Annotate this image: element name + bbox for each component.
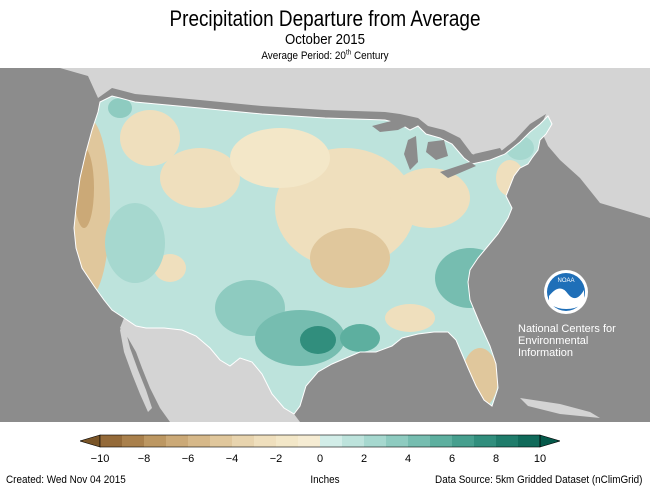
canada-landmass xyxy=(60,68,650,218)
legend-bin-19 xyxy=(518,435,540,447)
legend-bin-10 xyxy=(320,435,342,447)
cuba-landmass xyxy=(520,398,600,418)
noaa-org-name: National Centers for Environmental Infor… xyxy=(518,323,638,359)
map-subtitle: October 2015 xyxy=(285,31,365,48)
legend-tick-label: −4 xyxy=(225,453,239,465)
noaa-org-line-1: National Centers for xyxy=(518,323,616,335)
legend-bin-13 xyxy=(386,435,408,447)
legend-bin-8 xyxy=(276,435,298,447)
patch-wet-central-texas xyxy=(300,326,336,354)
legend-overflow-arrow xyxy=(539,434,560,448)
legend-bin-11 xyxy=(342,435,364,447)
legend-bin-15 xyxy=(430,435,452,447)
legend-bin-18 xyxy=(496,435,518,447)
legend-tick-label: −6 xyxy=(181,453,195,465)
legend-bin-12 xyxy=(364,435,386,447)
lake-huron xyxy=(426,140,448,160)
legend-bin-17 xyxy=(474,435,496,447)
lake-erie xyxy=(440,162,476,178)
legend-colorbar xyxy=(80,434,560,448)
legend-units: Inches xyxy=(310,474,340,486)
patch-dry-gulf-coast xyxy=(385,304,435,332)
legend-bin-2 xyxy=(144,435,166,447)
patch-dry-idaho xyxy=(120,110,180,166)
legend-tick-label: 6 xyxy=(448,453,456,465)
patch-wet-louisiana xyxy=(340,324,380,352)
mexico-landmass xyxy=(120,318,300,422)
legend-tick-label: 2 xyxy=(360,453,368,465)
legend-bin-16 xyxy=(452,435,474,447)
legend-bin-7 xyxy=(254,435,276,447)
legend-frame xyxy=(99,434,541,448)
patch-dry-nevada xyxy=(154,254,186,282)
legend-tick-label: −2 xyxy=(269,453,283,465)
patch-wet-great-basin xyxy=(105,203,165,283)
noaa-logo-bird xyxy=(549,288,584,309)
legend-tick-label: 8 xyxy=(492,453,500,465)
legend-bin-1 xyxy=(122,435,144,447)
noaa-org-line-3: Information xyxy=(518,347,574,359)
legend-tick-label: 4 xyxy=(404,453,412,465)
legend-bin-6 xyxy=(232,435,254,447)
average-period-prefix: Average Period: 20 xyxy=(261,50,346,62)
patch-wet-washington xyxy=(108,98,132,118)
data-source: Data Source: 5km Gridded Dataset (nClimG… xyxy=(434,474,642,486)
patch-dry-kansas xyxy=(310,228,390,288)
legend-underflow-arrow xyxy=(80,434,101,448)
legend-bin-5 xyxy=(210,435,232,447)
average-period-suffix: Century xyxy=(351,50,389,62)
average-period-superscript: th xyxy=(345,49,352,57)
lake-superior xyxy=(372,120,410,132)
legend-tick-label: −8 xyxy=(137,453,151,465)
lake-ontario xyxy=(474,148,504,160)
legend-tick-label: 10 xyxy=(533,453,547,465)
legend-bin-14 xyxy=(408,435,430,447)
noaa-logo-badge-text: NOAA xyxy=(557,278,574,284)
legend-bin-9 xyxy=(298,435,320,447)
legend-bin-4 xyxy=(188,435,210,447)
patch-dry-wyoming xyxy=(160,148,240,208)
lake-michigan xyxy=(404,136,418,170)
patch-dry-dakotas xyxy=(230,128,330,188)
baja-california xyxy=(120,324,152,412)
legend-tick-label: −10 xyxy=(90,453,110,465)
noaa-org-line-2: Environmental xyxy=(518,335,589,347)
map-canvas: NOAA xyxy=(0,68,650,422)
precipitation-map: NOAA xyxy=(0,68,650,422)
legend-bin-3 xyxy=(166,435,188,447)
legend-tick-label: 0 xyxy=(316,453,324,465)
map-title: Precipitation Departure from Average xyxy=(169,6,481,31)
noaa-logo: NOAA xyxy=(544,270,588,314)
patch-dry-ohio-valley xyxy=(390,168,470,228)
created-date: Created: Wed Nov 04 2015 xyxy=(6,474,126,486)
average-period: Average Period: 20th Century xyxy=(33,49,618,63)
legend-bin-0 xyxy=(100,435,122,447)
